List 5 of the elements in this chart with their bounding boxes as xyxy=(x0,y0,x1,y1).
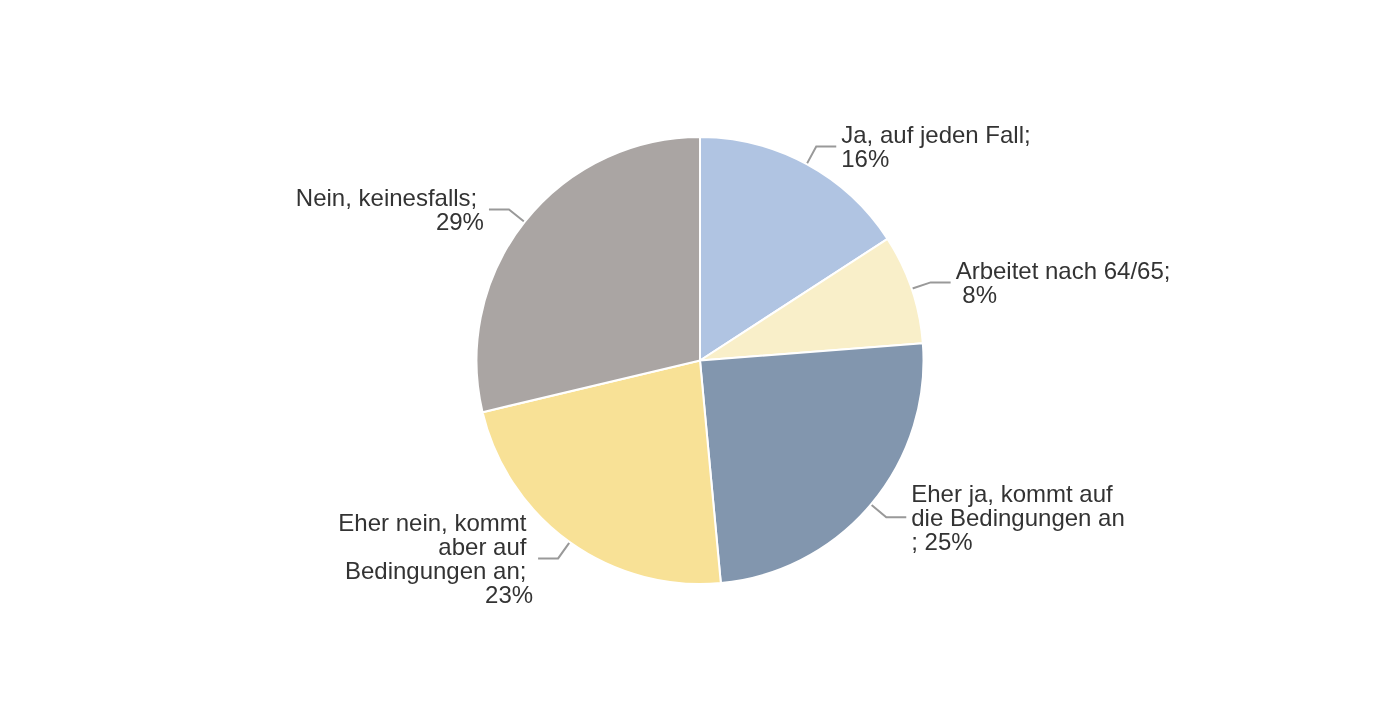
data-label: Arbeitet nach 64/65; 8% xyxy=(955,256,1171,308)
data-label: Eher nein, kommt aber auf Bedingungen an; 23% xyxy=(338,508,534,608)
data-label: Ja, auf jeden Fall; 16% xyxy=(841,121,1038,173)
data-label: Eher ja, kommt auf die Bedingungen an; 25% xyxy=(911,479,1125,555)
data-label: Nein, keinesfalls; 29% xyxy=(295,184,484,236)
